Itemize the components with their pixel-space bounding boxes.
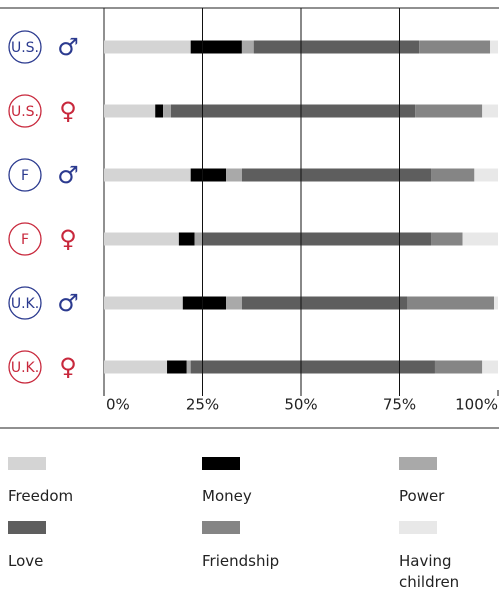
bar-segment	[178, 232, 195, 246]
bar-segment	[431, 232, 463, 246]
bar-segment	[482, 360, 498, 374]
legend-swatch	[8, 457, 46, 470]
bar-segment	[182, 296, 227, 310]
country-badge	[8, 350, 42, 384]
country-badge	[8, 222, 42, 256]
bar-segment	[482, 104, 498, 118]
bar-segment	[434, 360, 483, 374]
gender-symbol: ♂	[57, 289, 79, 317]
country-label: F	[21, 232, 29, 248]
bar-segment	[462, 232, 498, 246]
legend-swatch	[399, 521, 437, 534]
bar-segment	[226, 296, 242, 310]
country-badge	[8, 158, 42, 192]
legend-swatch	[202, 521, 240, 534]
legend-label: Having children	[399, 552, 460, 591]
bar-segment	[241, 40, 254, 54]
bar-segment	[194, 232, 203, 246]
country-label: F	[21, 168, 29, 184]
gender-symbol: ♂	[57, 33, 79, 61]
x-tick-label: 50%	[284, 396, 317, 414]
legend-swatch	[8, 521, 46, 534]
bar-segment	[415, 104, 483, 118]
legend-swatch	[399, 457, 437, 470]
gender-symbol: ♀	[59, 225, 77, 253]
bar-segment	[104, 104, 156, 118]
country-label: U.S.	[11, 104, 39, 120]
bar-segment	[167, 360, 187, 374]
legend-label: Friendship	[202, 552, 280, 570]
country-label: U.K.	[11, 360, 39, 376]
legend-label: Power	[399, 487, 445, 505]
bar-segment	[104, 360, 168, 374]
country-badge	[8, 94, 42, 128]
legend-label: Freedom	[8, 487, 74, 505]
bar-segment	[474, 168, 498, 182]
bar-segment	[494, 296, 498, 310]
x-tick-label: 0%	[106, 396, 130, 414]
bar-segment	[170, 104, 416, 118]
bar-segment	[202, 232, 432, 246]
legend-label: Money	[202, 487, 252, 505]
legend-label: Love	[8, 552, 44, 570]
bar-segment	[190, 168, 227, 182]
bar-segment	[104, 296, 183, 310]
gender-symbol: ♀	[59, 97, 77, 125]
bar-segment	[241, 296, 408, 310]
x-tick-label: 25%	[186, 396, 219, 414]
gender-symbol: ♀	[59, 353, 77, 381]
bar-segment	[104, 40, 191, 54]
bar-segment	[186, 360, 191, 374]
country-badge	[8, 286, 42, 320]
bar-segment	[419, 40, 491, 54]
bar-segment	[190, 40, 242, 54]
bar-segment	[163, 104, 171, 118]
bar-segment	[490, 40, 498, 54]
x-tick-label: 100%	[455, 396, 498, 414]
legend-swatch	[202, 457, 240, 470]
bar-segment	[241, 168, 432, 182]
bar-segment	[407, 296, 495, 310]
country-label: U.S.	[11, 40, 39, 56]
bar-segment	[190, 360, 435, 374]
bar-segment	[226, 168, 242, 182]
bar-segment	[104, 168, 191, 182]
x-tick-label: 75%	[383, 396, 416, 414]
country-label: U.K.	[11, 296, 39, 312]
gender-symbol: ♂	[57, 161, 79, 189]
bar-segment	[253, 40, 420, 54]
bar-segment	[104, 232, 179, 246]
bar-segment	[155, 104, 164, 118]
country-badge	[8, 30, 42, 64]
bar-segment	[431, 168, 475, 182]
